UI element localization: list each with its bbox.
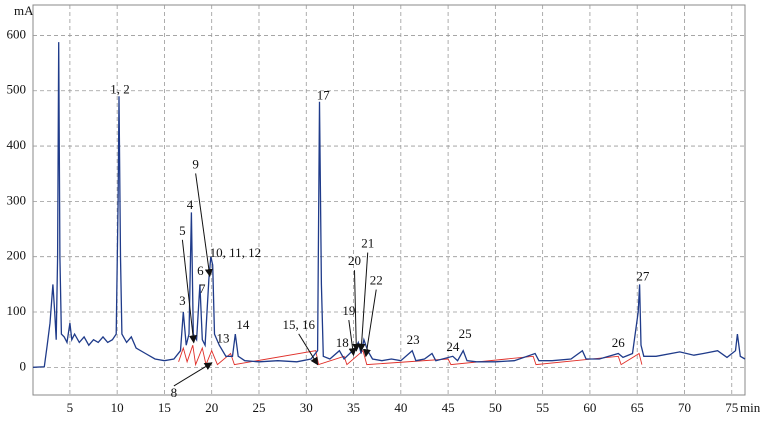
- peak-label: 20: [348, 253, 361, 268]
- peak-label: 1, 2: [110, 82, 130, 97]
- y-tick-label: 600: [7, 26, 27, 41]
- peak-label: 24: [446, 339, 460, 354]
- x-tick-label: 45: [442, 400, 455, 415]
- x-tick-label: 5: [67, 400, 74, 415]
- peak-label: 25: [459, 326, 472, 341]
- peak-arrow: [195, 173, 213, 278]
- plot-frame: [32, 4, 746, 396]
- peak-arrow: [181, 239, 197, 344]
- peak-label: 5: [179, 223, 186, 238]
- peak-arrow: [173, 362, 213, 387]
- x-tick-label: 40: [394, 400, 407, 415]
- peak-arrow: [352, 270, 361, 352]
- y-tick-label: 200: [7, 248, 27, 263]
- x-tick-label: 20: [205, 400, 218, 415]
- peak-label: 21: [361, 236, 374, 251]
- x-tick-label: 65: [631, 400, 644, 415]
- x-tick-label: 35: [347, 400, 360, 415]
- peak-label: 6: [197, 263, 204, 278]
- y-tick-label: 300: [7, 192, 27, 207]
- peak-label: 23: [407, 332, 420, 347]
- x-tick-label: 55: [536, 400, 549, 415]
- y-axis-label: mA: [14, 3, 34, 18]
- x-tick-label: 60: [583, 400, 596, 415]
- x-tick-label: 75: [725, 400, 738, 415]
- x-tick-label: 50: [489, 400, 502, 415]
- peak-label: 10, 11, 12: [210, 245, 262, 260]
- peak-label: 3: [179, 293, 186, 308]
- peak-label: 15, 16: [282, 317, 315, 332]
- x-axis-label: min: [740, 400, 760, 415]
- peak-label: 17: [317, 87, 331, 102]
- peak-arrow: [357, 252, 369, 352]
- trace-line: [178, 345, 643, 367]
- x-tick-label: 15: [158, 400, 171, 415]
- peak-label: 7: [199, 281, 206, 296]
- x-tick-label: 10: [111, 400, 124, 415]
- peak-arrow: [348, 319, 357, 357]
- peak-label: 8: [171, 385, 178, 400]
- peak-label: 27: [636, 269, 650, 284]
- peak-label: 14: [236, 317, 250, 332]
- trace-line: [32, 42, 746, 368]
- peak-label: 4: [187, 197, 194, 212]
- x-tick-label: 70: [678, 400, 691, 415]
- peak-label: 9: [192, 156, 199, 171]
- y-tick-label: 400: [7, 137, 27, 152]
- y-tick-label: 0: [20, 358, 27, 373]
- peak-label: 18: [336, 335, 349, 350]
- peak-label: 19: [342, 303, 355, 318]
- peak-label: 26: [612, 335, 626, 350]
- peak-arrow: [298, 333, 319, 366]
- x-tick-label: 30: [300, 400, 313, 415]
- x-tick-label: 25: [252, 400, 265, 415]
- peak-label: 22: [370, 273, 383, 288]
- y-tick-label: 100: [7, 303, 27, 318]
- y-tick-label: 500: [7, 82, 27, 97]
- peak-arrow: [362, 289, 377, 358]
- peak-label: 13: [217, 331, 230, 346]
